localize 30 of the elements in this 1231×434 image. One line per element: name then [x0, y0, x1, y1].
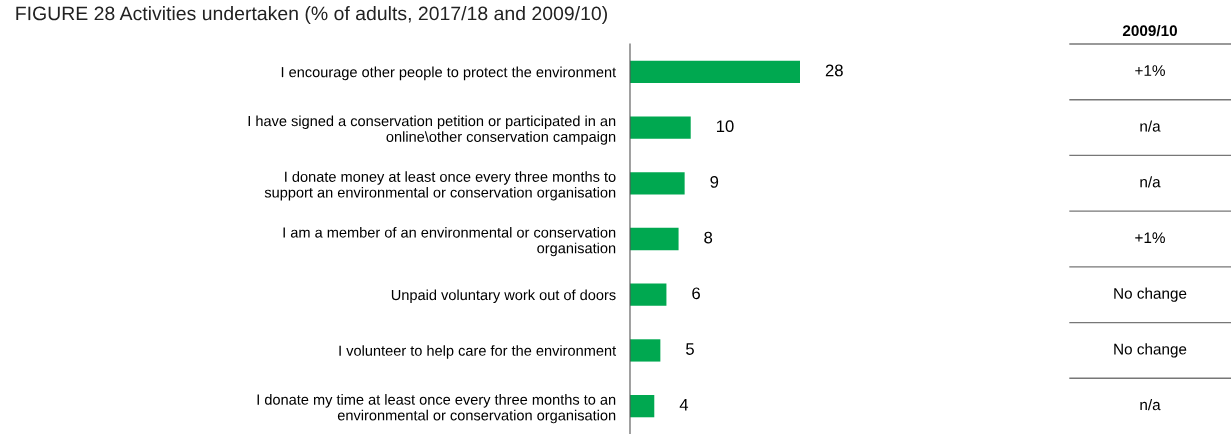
- y-tick-label: I encourage other people to protect the environment: [281, 66, 617, 81]
- y-tick-label: I donate my time at least once every three months to an environmental or conservation organisation: [257, 394, 616, 424]
- text: No change: [1114, 287, 1187, 302]
- data-label: 10: [716, 120, 734, 133]
- data-label: 4: [679, 398, 689, 411]
- y-tick-label: I volunteer to help care for the environment: [339, 345, 617, 359]
- text: n/a: [1140, 120, 1161, 132]
- bar: [630, 60, 800, 83]
- bar: [630, 395, 655, 418]
- text: +1%: [1135, 232, 1165, 244]
- bar: [630, 227, 679, 251]
- text: n/a: [1140, 176, 1161, 188]
- data-label: 8: [704, 231, 713, 244]
- text: n/a: [1140, 399, 1161, 411]
- text: No change: [1114, 343, 1187, 358]
- text: FIGURE 28 Activities undertaken (% of adults, 2017/18 and 2009/10): [16, 6, 607, 25]
- text: 2009/10: [1122, 24, 1177, 37]
- data-label: 6: [692, 287, 700, 300]
- data-label: 5: [686, 343, 694, 355]
- data-label: 9: [710, 175, 719, 188]
- y-tick-label: I donate money at least once every three months to support an environmental or conservation organisation: [264, 171, 616, 201]
- bar: [630, 172, 685, 195]
- y-tick-label: Unpaid voluntary work out of doors: [391, 289, 616, 304]
- text: +1%: [1135, 65, 1165, 76]
- data-label: 28: [825, 64, 843, 77]
- y-tick-label: I have signed a conservation petition or participated in an online\other conservation campaign: [248, 115, 616, 145]
- bar: [630, 283, 667, 306]
- bar: [630, 339, 661, 362]
- y-tick-label: I am a member of an environmental or conservation organisation: [283, 226, 616, 257]
- bar: [630, 116, 691, 139]
